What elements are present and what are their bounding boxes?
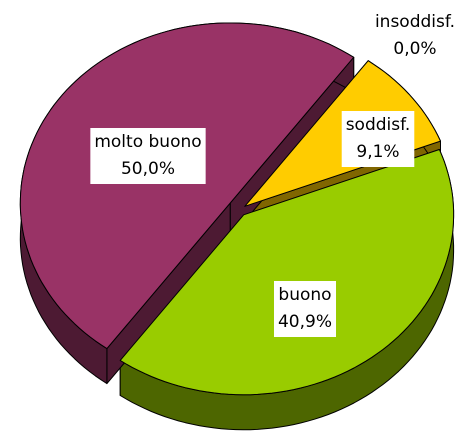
data-label: molto buono 50,0% xyxy=(90,128,206,184)
slice-value-label: 50,0% xyxy=(121,159,175,179)
data-label-box xyxy=(273,281,337,337)
slice-name: buono xyxy=(278,285,331,305)
data-label: buono 40,9% xyxy=(273,281,337,337)
data-label-box xyxy=(341,111,415,167)
slice-name: molto buono xyxy=(94,132,201,152)
data-label-box xyxy=(90,128,206,184)
slice-value-label: 0,0% xyxy=(393,39,436,59)
data-label: insoddisf. 0,0% xyxy=(375,12,455,59)
slice xyxy=(119,149,455,396)
slice-name: soddisf. xyxy=(346,115,411,135)
slice xyxy=(19,22,355,350)
data-label: soddisf. 9,1% xyxy=(341,111,415,167)
slice-value-label: 9,1% xyxy=(356,142,399,162)
slice-name: insoddisf. xyxy=(375,12,455,32)
slice-value-label: 40,9% xyxy=(278,312,332,332)
